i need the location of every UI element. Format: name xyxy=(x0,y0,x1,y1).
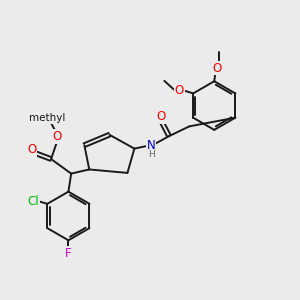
Text: O: O xyxy=(175,84,184,97)
Text: F: F xyxy=(65,247,72,260)
Text: N: N xyxy=(147,139,155,152)
Text: O: O xyxy=(53,130,62,143)
Text: H: H xyxy=(148,150,155,159)
Text: O: O xyxy=(27,143,36,156)
Text: O: O xyxy=(212,61,222,75)
Text: methyl: methyl xyxy=(29,113,66,123)
Text: Cl: Cl xyxy=(28,194,39,208)
Text: O: O xyxy=(156,110,165,123)
